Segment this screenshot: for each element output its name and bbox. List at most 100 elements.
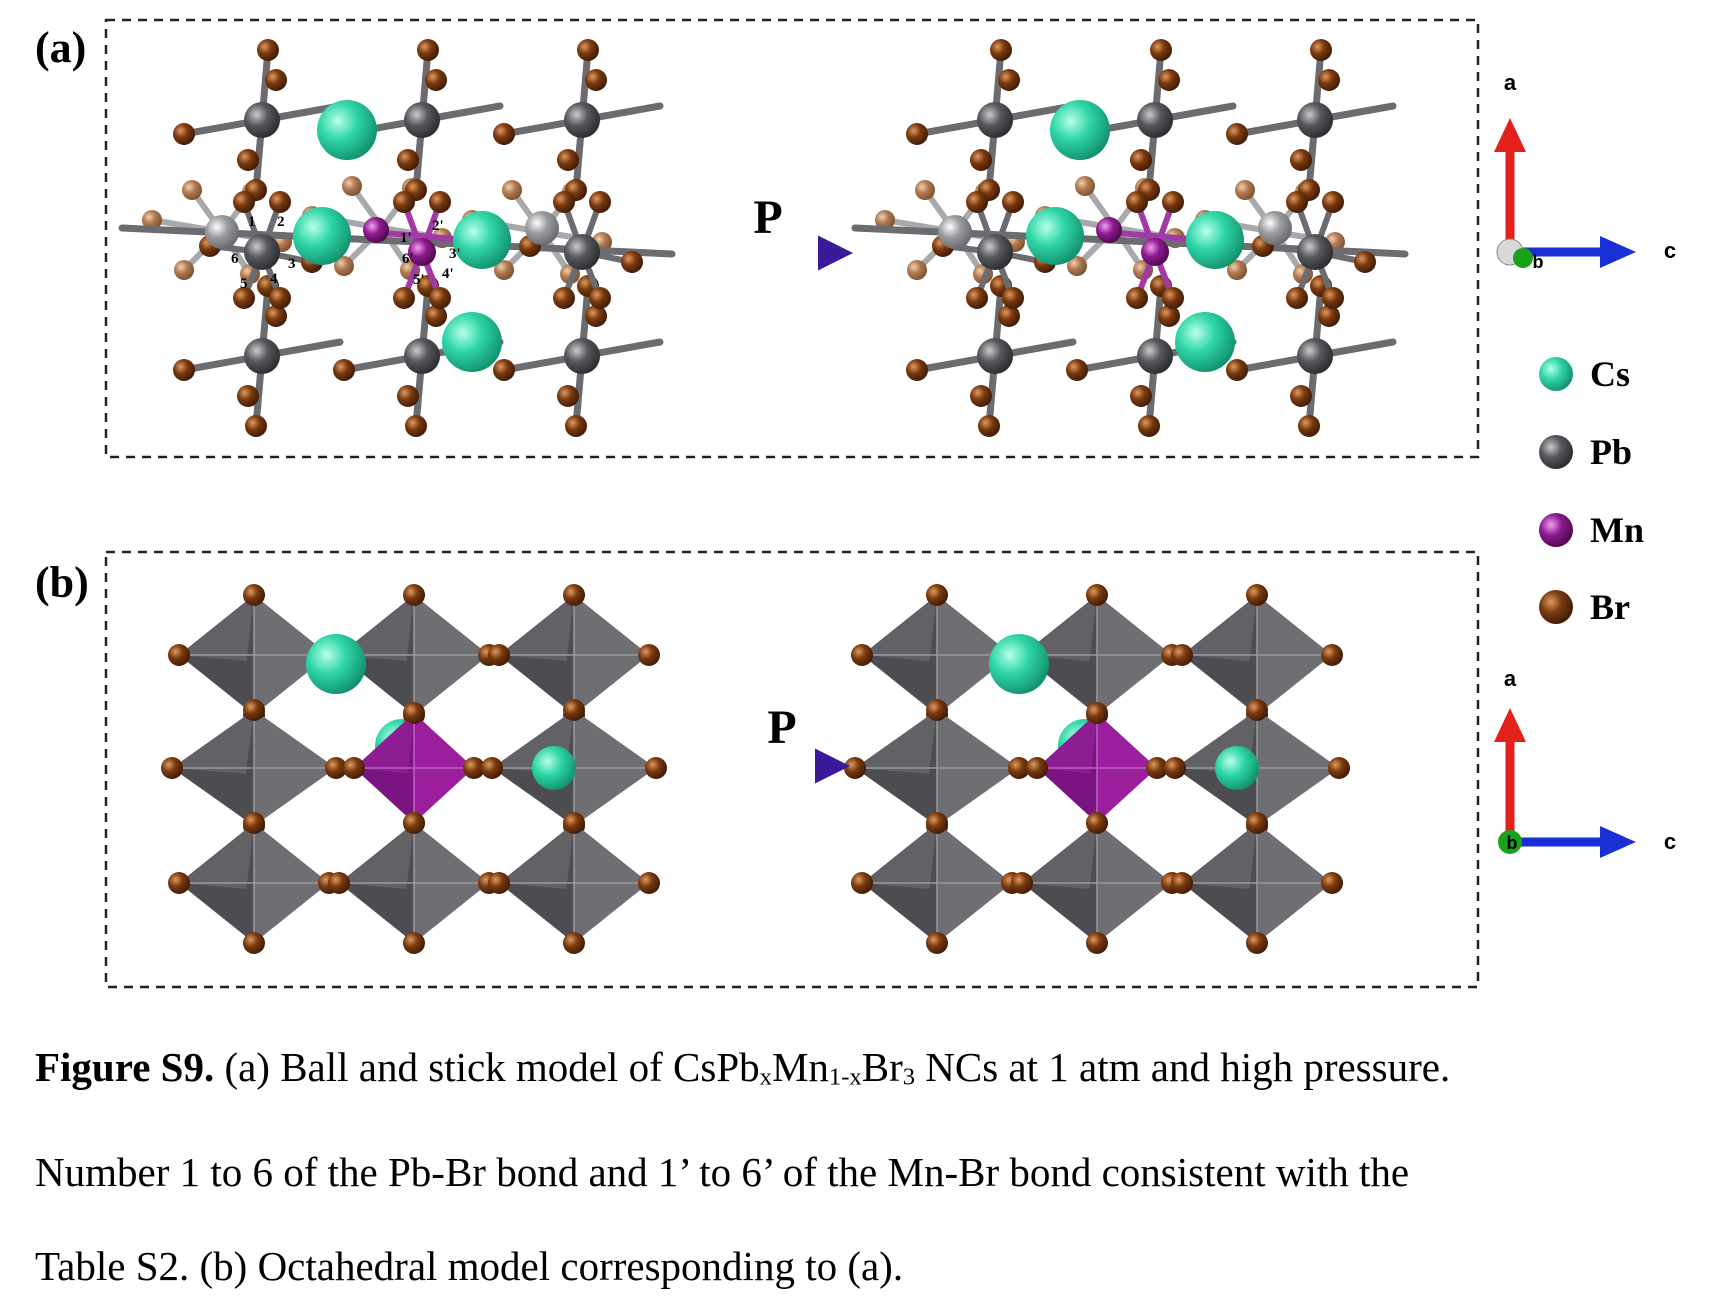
br-atom (265, 69, 287, 91)
caption-line-2: Number 1 to 6 of the Pb-Br bond and 1’ t… (35, 1148, 1410, 1195)
legend-br-label: Br (1590, 587, 1630, 627)
pb-atom (404, 338, 440, 374)
caption-line-1: Figure S9. (a) Ball and stick model of C… (35, 1020, 1705, 1125)
cs-atom (1026, 207, 1084, 265)
br-atom (1130, 149, 1152, 171)
pb-atom (1137, 338, 1173, 374)
pb-atom (244, 102, 280, 138)
bond-number-6p: 6' (402, 251, 414, 267)
axis-a-label-b: a (1504, 666, 1517, 691)
panel-a-label: (a) (35, 23, 86, 72)
octahedron-face (499, 823, 574, 889)
br-atom (168, 872, 190, 894)
pressure-label-a: P (753, 191, 782, 244)
br-atom (1162, 287, 1184, 309)
caption-text-1c: Br (861, 1044, 903, 1090)
br-atom (563, 932, 585, 954)
br-atom (1002, 191, 1024, 213)
pb-atom (564, 338, 600, 374)
pb-atom (244, 338, 280, 374)
pressure-label-b: P (767, 701, 796, 754)
brl-atom (1075, 176, 1095, 196)
octahedral-model-ambient (161, 584, 667, 954)
br-atom (168, 644, 190, 666)
brl-atom (1067, 256, 1087, 276)
br-atom (233, 287, 255, 309)
axes-triad-a: a c b (1494, 70, 1676, 272)
br-atom (1150, 39, 1172, 61)
br-atom (1286, 287, 1308, 309)
br-atom (269, 287, 291, 309)
br-atom (926, 699, 948, 721)
octahedron-face (499, 595, 574, 661)
br-atom (1146, 757, 1168, 779)
brl-atom (182, 180, 202, 200)
br-atom (1246, 812, 1268, 834)
br-atom (1066, 359, 1088, 381)
axis-a-label: a (1504, 70, 1517, 95)
octahedron-face (179, 595, 254, 661)
brl-atom (342, 176, 362, 196)
br-atom (493, 359, 515, 381)
bond-number-1: 1 (248, 214, 256, 230)
pbl-atom (1258, 211, 1292, 245)
cs-atom (306, 634, 366, 694)
br-atom (970, 149, 992, 171)
br-atom (405, 415, 427, 437)
br-atom (403, 584, 425, 606)
caption-text-1d: NCs at 1 atm and high pressure. (915, 1044, 1451, 1090)
br-atom (1290, 385, 1312, 407)
caption-text-1a: (a) Ball and stick model of CsPb (214, 1044, 760, 1090)
caption-text-1b: Mn (771, 1044, 829, 1090)
bond-number-4: 4 (270, 271, 278, 287)
cs-atom (293, 207, 351, 265)
octahedral-model-high-pressure (844, 584, 1350, 954)
br-atom (1322, 191, 1344, 213)
br-atom (1246, 584, 1268, 606)
br-atom (906, 359, 928, 381)
cs-atom (317, 100, 377, 160)
br-atom (493, 123, 515, 145)
mn-atom (363, 217, 389, 243)
br-atom (463, 757, 485, 779)
pb-atom (977, 102, 1013, 138)
octahedron-face (862, 595, 937, 661)
cs-atom (442, 312, 502, 372)
brl-atom (915, 180, 935, 200)
br-atom (325, 757, 347, 779)
br-atom (553, 287, 575, 309)
legend-pb-label: Pb (1590, 432, 1632, 472)
br-atom (1002, 287, 1024, 309)
br-atom (1354, 251, 1376, 273)
br-atom (1286, 191, 1308, 213)
br-atom (990, 39, 1012, 61)
br-atom (429, 287, 451, 309)
br-atom (1290, 149, 1312, 171)
br-atom (1318, 305, 1340, 327)
brl-atom (907, 260, 927, 280)
br-atom (1321, 872, 1343, 894)
br-atom (1310, 39, 1332, 61)
br-atom (851, 872, 873, 894)
br-atom (173, 123, 195, 145)
brl-atom (502, 180, 522, 200)
bond-number-3: 3 (288, 256, 296, 272)
br-atom (585, 305, 607, 327)
axes-triad-b: a c b (1494, 666, 1676, 858)
br-atom (589, 287, 611, 309)
br-atom (481, 757, 503, 779)
br-atom (1086, 702, 1108, 724)
panel-a-frame (104, 18, 1480, 459)
br-atom (970, 385, 992, 407)
pbl-atom (938, 215, 972, 249)
br-atom (1328, 757, 1350, 779)
axis-c-label-b: c (1664, 829, 1676, 854)
cs-atom (453, 211, 511, 269)
legend-pb-swatch (1539, 435, 1573, 469)
br-atom (1086, 932, 1108, 954)
pb-atom (404, 102, 440, 138)
br-atom (237, 149, 259, 171)
br-atom (577, 39, 599, 61)
pb-atom (244, 234, 280, 270)
octahedron-face (1182, 595, 1257, 661)
